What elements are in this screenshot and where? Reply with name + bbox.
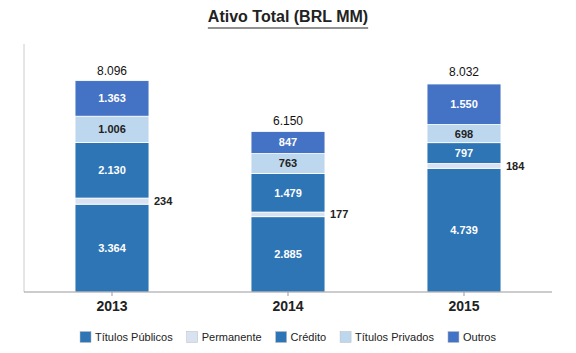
data-label: 3.364 xyxy=(98,242,126,254)
bar-segment xyxy=(427,163,501,168)
x-tick-label: 2014 xyxy=(272,298,303,314)
data-label: 763 xyxy=(279,157,297,169)
x-tick xyxy=(288,292,289,296)
x-tick-label: 2015 xyxy=(448,298,479,314)
legend-label: Títulos Privados xyxy=(355,331,434,343)
x-tick xyxy=(112,292,113,296)
legend-item: Permanente xyxy=(187,331,262,343)
bar-segment xyxy=(75,204,149,292)
data-label: 1.363 xyxy=(98,92,126,104)
legend-swatch xyxy=(276,332,287,343)
data-label: 184 xyxy=(506,160,525,172)
legend-swatch xyxy=(448,332,459,343)
data-label: 2.130 xyxy=(98,164,126,176)
legend-swatch xyxy=(340,332,351,343)
legend-item: Crédito xyxy=(276,331,326,343)
data-label: 847 xyxy=(279,136,297,148)
data-label: 698 xyxy=(455,128,473,140)
title-underline xyxy=(208,28,368,29)
title: Ativo Total (BRL MM) xyxy=(208,8,368,25)
legend-item: Títulos Públicos xyxy=(80,331,173,343)
data-label: 1.550 xyxy=(450,98,478,110)
y-axis-line xyxy=(24,44,25,292)
data-label: 797 xyxy=(455,147,473,159)
legend-label: Permanente xyxy=(202,331,262,343)
bar-segment xyxy=(427,124,501,142)
legend-item: Outros xyxy=(448,331,497,343)
bar-segment xyxy=(427,143,501,164)
bar-segment xyxy=(251,212,325,217)
data-label: 1.006 xyxy=(98,123,126,135)
data-label: 177 xyxy=(330,208,348,220)
data-label: 1.479 xyxy=(274,187,302,199)
total-label: 6.150 xyxy=(273,114,303,128)
bar-segment xyxy=(75,81,149,117)
bar-segment xyxy=(427,168,501,292)
data-labels: 3.364 2.885 4.739 234 177 184 2.130 1.479 797 1.0… xyxy=(97,64,525,261)
bar-segment xyxy=(251,217,325,292)
x-tick-label: 2013 xyxy=(96,298,127,314)
legend: Títulos Públicos Permanente Crédito Títulos… xyxy=(80,331,496,343)
data-label: 2.885 xyxy=(274,248,302,260)
total-label: 8.032 xyxy=(449,65,479,79)
data-label: 234 xyxy=(154,195,173,207)
chart: Ativo Total (BRL MM) 3.364 2.885 4.739 234 17… xyxy=(0,0,576,353)
data-label: 4.739 xyxy=(450,224,478,236)
bar-segment xyxy=(251,154,325,174)
total-label: 8.096 xyxy=(97,64,127,78)
bar-segment xyxy=(75,142,149,198)
x-tick xyxy=(464,292,465,296)
bar-segment xyxy=(251,131,325,153)
legend-swatch xyxy=(187,332,198,343)
legend-label: Títulos Públicos xyxy=(95,331,173,343)
legend-swatch xyxy=(80,332,91,343)
bar-segment xyxy=(75,116,149,142)
legend-item: Títulos Privados xyxy=(340,331,434,343)
legend-label: Outros xyxy=(463,331,497,343)
bars xyxy=(75,81,501,292)
legend-label: Crédito xyxy=(291,331,326,343)
bar-segment xyxy=(75,198,149,204)
bar-segment xyxy=(251,173,325,212)
bar-segment xyxy=(427,84,501,124)
